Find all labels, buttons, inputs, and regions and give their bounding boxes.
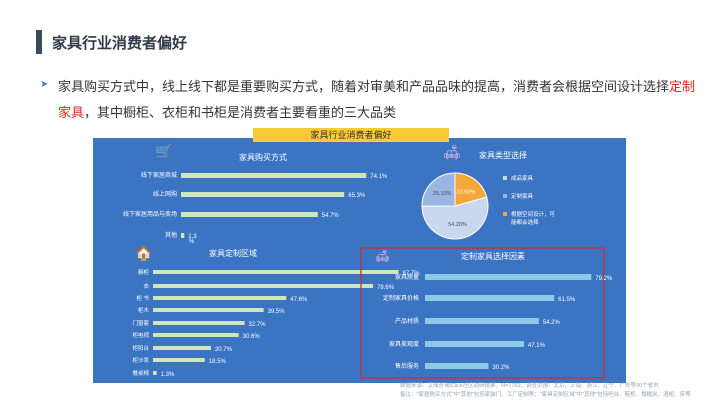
chart4-bar <box>425 274 591 280</box>
house-icon: 🏠 <box>135 245 152 262</box>
pie-legend-label-cont: 能都会选择 <box>511 218 539 226</box>
chart3-bar <box>153 284 373 288</box>
chart3-category-label: 衣 <box>143 282 149 290</box>
chart4-bar <box>425 318 539 324</box>
chart1-value-label: 74.1% <box>370 174 388 180</box>
chart3-bar <box>153 296 286 300</box>
chart3-bar <box>153 333 239 337</box>
highlight-frame <box>361 248 604 378</box>
chart3-bar <box>153 346 211 350</box>
chart1-value-label: 65.3% <box>348 193 366 199</box>
chart3-category-label: 柜沙发 <box>132 356 149 364</box>
chart1-category-label: 线下家居商城 <box>141 171 177 179</box>
chart4-value-label: 47.1% <box>528 343 546 349</box>
summary-paragraph: 家具购买方式中，线上线下都是重要购买方式，随着对审美和产品品味的提高，消费者会根… <box>58 74 698 126</box>
chart1-value-label: 54.7% <box>322 213 340 219</box>
chart3-bar <box>153 270 399 274</box>
pie-legend-swatch <box>503 176 507 180</box>
chart4-bar <box>425 341 524 347</box>
pie-legend-swatch <box>503 212 507 216</box>
chart1-title: 家具购买方式 <box>239 152 287 162</box>
chart2-title: 家具类型选择 <box>479 150 527 160</box>
footnote-line-1: 数据来源：艾瑞咨询iClick社区调研结果，N=1769，调查范围：北京、上海、… <box>400 382 720 391</box>
chart4-value-label: 79.2% <box>595 276 613 282</box>
pie-legend-label: 定制家具 <box>511 192 534 200</box>
chart3-value-label: 1.3% <box>161 372 175 378</box>
chart3-category-label: 餐桌椅 <box>132 369 149 377</box>
chart3-category-label: 门窗套 <box>132 319 149 327</box>
chart4-value-label: 30.2% <box>492 365 510 371</box>
chart3-value-label: 39.5% <box>268 309 286 315</box>
chart1-bar <box>181 233 184 238</box>
chart1-bar <box>181 192 344 197</box>
sofa-icon: 🛋 <box>443 144 461 160</box>
chart3-category-label: 柜电视 <box>132 331 149 339</box>
pie-slice <box>422 173 455 206</box>
chart1-extra-label: % <box>189 239 195 245</box>
pie-value-label: 20.60% <box>457 190 476 196</box>
chart3-category-label: 柜 书 <box>136 294 149 302</box>
chart1-category-label: 其他 <box>165 231 177 239</box>
chart3-value-label: 78.6% <box>377 285 395 291</box>
chart3-value-label: 47.6% <box>290 297 308 303</box>
chart1-category-label: 线下家居用品与卖场 <box>123 210 177 218</box>
chart3-value-label: 18.5% <box>209 359 227 365</box>
chart4-bar <box>425 295 554 301</box>
chart1-category-label: 线上网购 <box>153 190 177 198</box>
charts-svg: 家具购买方式 🛒 线下家居商城 74.1% 线上网购 65.3% 线下家居用品与卖场 54.7… <box>93 138 626 383</box>
chart3-bar <box>153 308 264 312</box>
pie-value-label: 25.10% <box>433 191 452 197</box>
title-accent-bar <box>36 30 42 54</box>
chart3-bar <box>153 371 157 375</box>
chart4-category-label: 产品材质 <box>395 317 419 325</box>
summary-text-1: 家具购买方式中，线上线下都是重要购买方式，随着对审美和产品品味的提高，消费者会根… <box>58 79 669 94</box>
chart3-bar <box>153 321 245 325</box>
page-title: 家具行业消费者偏好 <box>52 32 187 53</box>
chart4-category-label: 家具美观度 <box>389 340 419 348</box>
chart3-category-label: 柜木 <box>138 306 150 314</box>
chart4-bar <box>425 363 488 369</box>
pie-legend-label: 根据空间设计，可 <box>511 210 556 218</box>
chart3-category-label: 柜阳台 <box>132 344 149 352</box>
furniture-icon: 🛋 <box>375 249 390 263</box>
chart4-category-label: 售后服务 <box>395 362 419 370</box>
pie-value-label: 54.20% <box>448 222 467 228</box>
chart4-category-label: 家具质量 <box>395 273 419 281</box>
chart3-value-label: 32.7% <box>249 322 267 328</box>
chart1-bar <box>181 212 318 217</box>
chart3-title: 家具定制区域 <box>209 248 257 258</box>
chart4-value-label: 61.5% <box>558 297 576 303</box>
footnote-line-2: 备注："家居购买方式"中"其他"包括家装门、工厂定制等；"家具定制区域"中"其他… <box>400 391 720 400</box>
footnote: 数据来源：艾瑞咨询iClick社区调研结果，N=1769，调查范围：北京、上海、… <box>400 382 720 400</box>
summary-text-2: ，其中橱柜、衣柜和书柜是消费者主要看重的三大品类 <box>84 105 396 120</box>
pie-legend-label: 成品家具 <box>511 174 534 182</box>
bullet-arrow-icon: ➤ <box>40 79 48 90</box>
pie-legend-swatch <box>503 194 507 198</box>
chart3-bar <box>153 358 205 362</box>
chart4-title: 定制家具选择因素 <box>461 251 525 261</box>
chart3-value-label: 30.6% <box>243 334 261 340</box>
shopping-cart-icon: 🛒 <box>155 143 172 160</box>
chart1-bar <box>181 173 366 178</box>
chart3-value-label: 20.7% <box>215 347 233 353</box>
chart3-category-label: 橱柜 <box>138 268 150 276</box>
chart4-category-label: 定制家具价格 <box>383 294 419 302</box>
chart4-value-label: 54.2% <box>543 320 561 326</box>
